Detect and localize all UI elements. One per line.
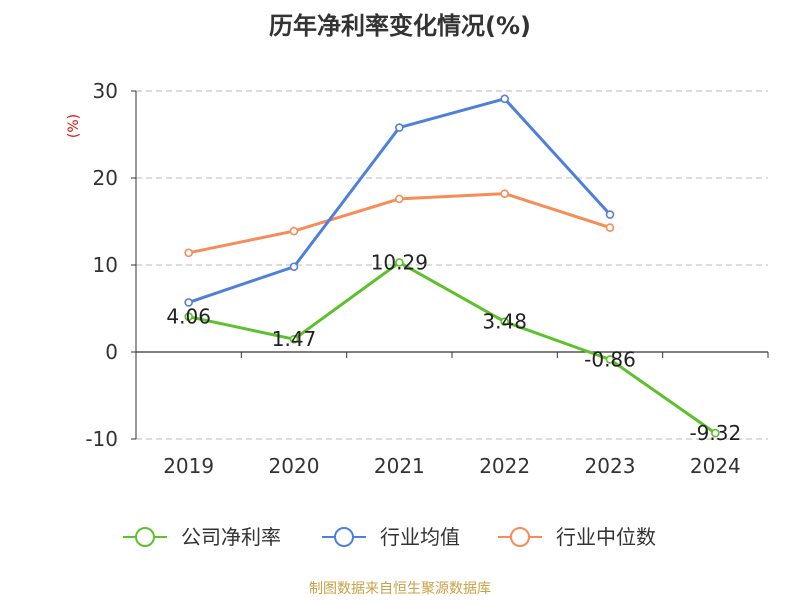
data-point bbox=[500, 189, 509, 198]
source-note: 制图数据来自恒生聚源数据库 bbox=[309, 581, 491, 597]
x-tick-label: 2023 bbox=[585, 454, 636, 478]
data-point bbox=[289, 334, 299, 344]
x-tick-label: 2022 bbox=[479, 454, 530, 478]
data-label: 1.47 bbox=[272, 327, 317, 351]
legend-label: 行业中位数 bbox=[556, 525, 656, 549]
y-tick-label: -10 bbox=[85, 427, 118, 451]
data-point bbox=[184, 312, 193, 321]
x-tick-label: 2024 bbox=[690, 454, 741, 478]
y-tick-label: 20 bbox=[93, 166, 118, 190]
data-point bbox=[395, 123, 404, 132]
data-point bbox=[184, 248, 193, 258]
y-tick-label: 0 bbox=[105, 340, 118, 364]
series-group: 4.06 1.47 10.29 3.48 -0.86 -9.32 bbox=[166, 94, 741, 445]
axes: -10 0 10 20 30 2019 2020 2021 2022 2023 2024 bbox=[85, 79, 769, 478]
legend-marker bbox=[135, 527, 155, 547]
x-tick-label: 2020 bbox=[269, 454, 320, 478]
legend-item-2: 行业均值 bbox=[322, 525, 460, 549]
data-point bbox=[395, 194, 404, 204]
series-2 bbox=[184, 94, 615, 307]
data-point bbox=[289, 262, 299, 272]
legend-label: 行业均值 bbox=[380, 525, 460, 549]
data-point bbox=[500, 317, 509, 327]
series-line bbox=[188, 260, 717, 435]
data-point bbox=[184, 298, 193, 307]
data-point bbox=[605, 355, 615, 364]
series-3 bbox=[184, 189, 615, 258]
x-tick-label: 2019 bbox=[163, 454, 214, 478]
data-point bbox=[605, 223, 615, 232]
data-point bbox=[500, 94, 509, 104]
legend-label: 公司净利率 bbox=[181, 525, 281, 549]
legend-item-3: 行业中位数 bbox=[498, 525, 656, 549]
y-tick-label: 10 bbox=[93, 253, 118, 277]
series-1: 4.06 1.47 10.29 3.48 -0.86 -9.32 bbox=[166, 250, 741, 445]
data-label: -0.86 bbox=[584, 347, 636, 371]
legend-item-1: 公司净利率 bbox=[123, 525, 281, 549]
legend-marker bbox=[334, 527, 354, 547]
data-label: 4.06 bbox=[166, 305, 211, 329]
data-point bbox=[605, 210, 615, 219]
legend-marker bbox=[510, 527, 530, 547]
y-axis-label: (%) bbox=[66, 114, 82, 138]
grid-lines bbox=[136, 90, 768, 440]
x-tick-label: 2021 bbox=[374, 454, 425, 478]
data-label: 3.48 bbox=[482, 310, 527, 334]
data-point bbox=[289, 226, 299, 236]
y-tick-label: 30 bbox=[93, 79, 118, 103]
data-point bbox=[395, 258, 404, 267]
chart-title: 历年净利率变化情况(%) bbox=[269, 12, 531, 40]
data-label: 10.29 bbox=[371, 250, 428, 274]
data-point bbox=[711, 428, 720, 438]
data-label: -9.32 bbox=[689, 421, 741, 445]
legend: 公司净利率 行业均值 行业中位数 bbox=[123, 525, 656, 549]
